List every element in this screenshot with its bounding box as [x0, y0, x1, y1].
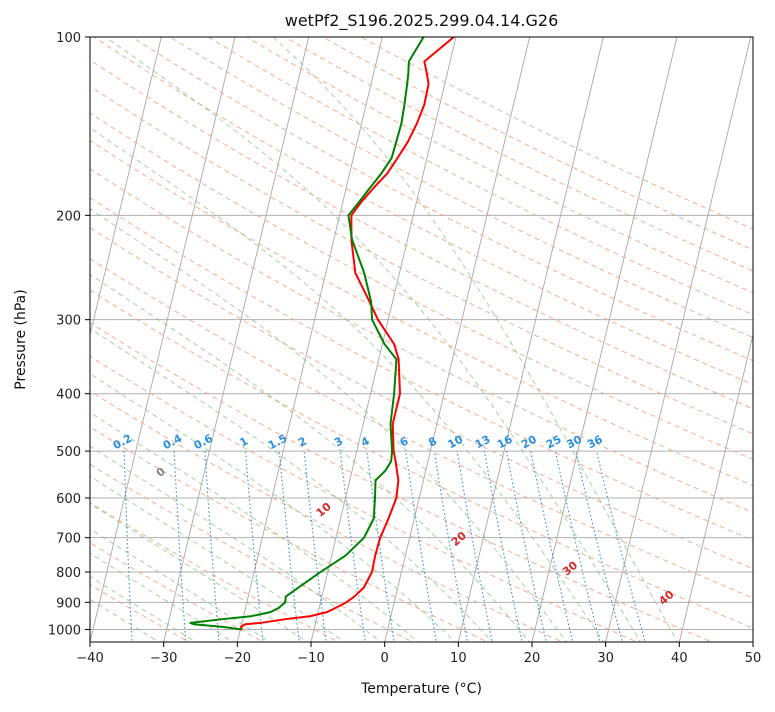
mixing-ratio-line-0.2	[123, 451, 133, 642]
moist-adiabat-15	[90, 327, 494, 642]
y-axis-title: Pressure (hPa)	[13, 289, 29, 389]
mixing-ratio-label-10: 10	[446, 433, 466, 452]
plot-background	[90, 37, 753, 642]
y-tick-label-600: 600	[56, 492, 81, 507]
x-tick-label-30: 30	[597, 651, 614, 666]
mixing-ratio-label-36: 36	[585, 433, 605, 452]
y-tick-label-700: 700	[56, 532, 81, 547]
plot-frame	[89, 36, 754, 643]
x-tick-label-20: 20	[524, 651, 541, 666]
y-tick-label-400: 400	[56, 388, 81, 403]
dry-adiabat-80	[90, 197, 753, 541]
dry-adiabat-30	[90, 355, 639, 642]
mixing-ratio-line-10	[456, 451, 493, 642]
mixing-ratio-label-16: 16	[495, 433, 515, 452]
y-tick-label-200: 200	[56, 209, 81, 224]
dry-adiabat-150	[131, 37, 753, 362]
moist-adiabat-20	[90, 273, 531, 642]
profile-layer	[189, 37, 455, 631]
x-tick-label-40: 40	[671, 651, 688, 666]
dry-adiabat-50	[90, 289, 753, 629]
y-tick-label-1000: 1000	[48, 623, 81, 638]
mixing-ratio-label-13: 13	[473, 433, 493, 452]
isotherm--30	[163, 37, 310, 642]
x-tick-label--40: −40	[76, 651, 103, 666]
x-tick-label-0: 0	[381, 651, 389, 666]
mixing-ratio-line-8	[433, 451, 469, 642]
y-tick-label-800: 800	[56, 566, 81, 581]
dry-adiabat-170	[207, 37, 753, 316]
isotherm--10	[310, 37, 457, 642]
mixing-ratio-label-25: 25	[544, 433, 564, 452]
y-tick-label-100: 100	[56, 31, 81, 46]
isotherm--20	[236, 37, 383, 642]
dry-adiabat-40	[90, 322, 713, 642]
dry-adiabat--30	[90, 583, 190, 642]
mixing-ratio-line-20	[530, 450, 574, 642]
moist-adiabat-30	[90, 127, 605, 642]
mixing-ratio-label-30: 30	[564, 433, 584, 452]
moist-adiabat-40	[272, 37, 678, 642]
y-tick-label-300: 300	[56, 314, 81, 329]
dry-adiabat-100	[90, 139, 753, 487]
moist-adiabat--5	[90, 475, 345, 642]
mixing-ratio-line-13	[483, 451, 523, 642]
moist-adiabat-10	[90, 373, 456, 642]
x-tick-label--30: −30	[150, 651, 177, 666]
grid-layer	[90, 37, 753, 642]
dry-adiabat-0	[90, 463, 415, 642]
y-tick-label-500: 500	[56, 445, 81, 460]
moist-adiabat-0	[90, 445, 382, 642]
mixing-ratio-line-4	[366, 451, 395, 642]
dry-adiabat--10	[90, 502, 340, 642]
mixing-ratio-line-16	[505, 450, 547, 642]
dry-adiabat-180	[245, 37, 753, 294]
isotherm-40	[678, 332, 753, 642]
isotherm-30	[605, 37, 752, 642]
x-axis-title: Temperature (°C)	[360, 681, 482, 697]
mixing-ratio-line-30	[575, 450, 623, 642]
x-tick-label-10: 10	[450, 651, 467, 666]
adiabat-layer	[90, 37, 753, 642]
y-tick-label-900: 900	[56, 596, 81, 611]
isotherm--40	[90, 37, 236, 642]
mixing-ratio-label-20: 20	[519, 433, 539, 452]
axis-layer: −40 −30 −20 −10 0 10 20 30 40 50 100 200 300 400 500 60…	[48, 31, 761, 666]
x-tick-label--20: −20	[224, 651, 251, 666]
mixing-ratio-line-36	[596, 450, 646, 642]
moist-adiabat-5	[90, 411, 419, 642]
dry-adiabat-90	[90, 168, 753, 514]
mixing-ratio-line-6	[405, 451, 437, 642]
dry-adiabat-20	[90, 390, 564, 642]
mixing-ratio-line-25	[554, 450, 601, 642]
x-tick-label--10: −10	[297, 651, 324, 666]
dewpoint-profile-line	[189, 37, 425, 631]
isotherm-20	[531, 37, 678, 642]
isotherm-10	[457, 37, 604, 642]
moist-adiabat--10	[90, 503, 308, 642]
isotherm-0	[384, 37, 531, 642]
dry-adiabat-60	[90, 257, 753, 599]
moist-adiabat-35	[105, 37, 642, 642]
moist-adiabat-25	[90, 208, 568, 642]
in-plot-label-layer: 0.20.40.611.52346810131620253036-100-90-…	[111, 432, 677, 608]
temperature-profile-line	[239, 37, 455, 630]
x-tick-label-50: 50	[745, 651, 762, 666]
chart-title: wetPf2_S196.2025.299.04.14.G26	[285, 11, 559, 31]
dry-adiabat-130	[90, 59, 753, 410]
